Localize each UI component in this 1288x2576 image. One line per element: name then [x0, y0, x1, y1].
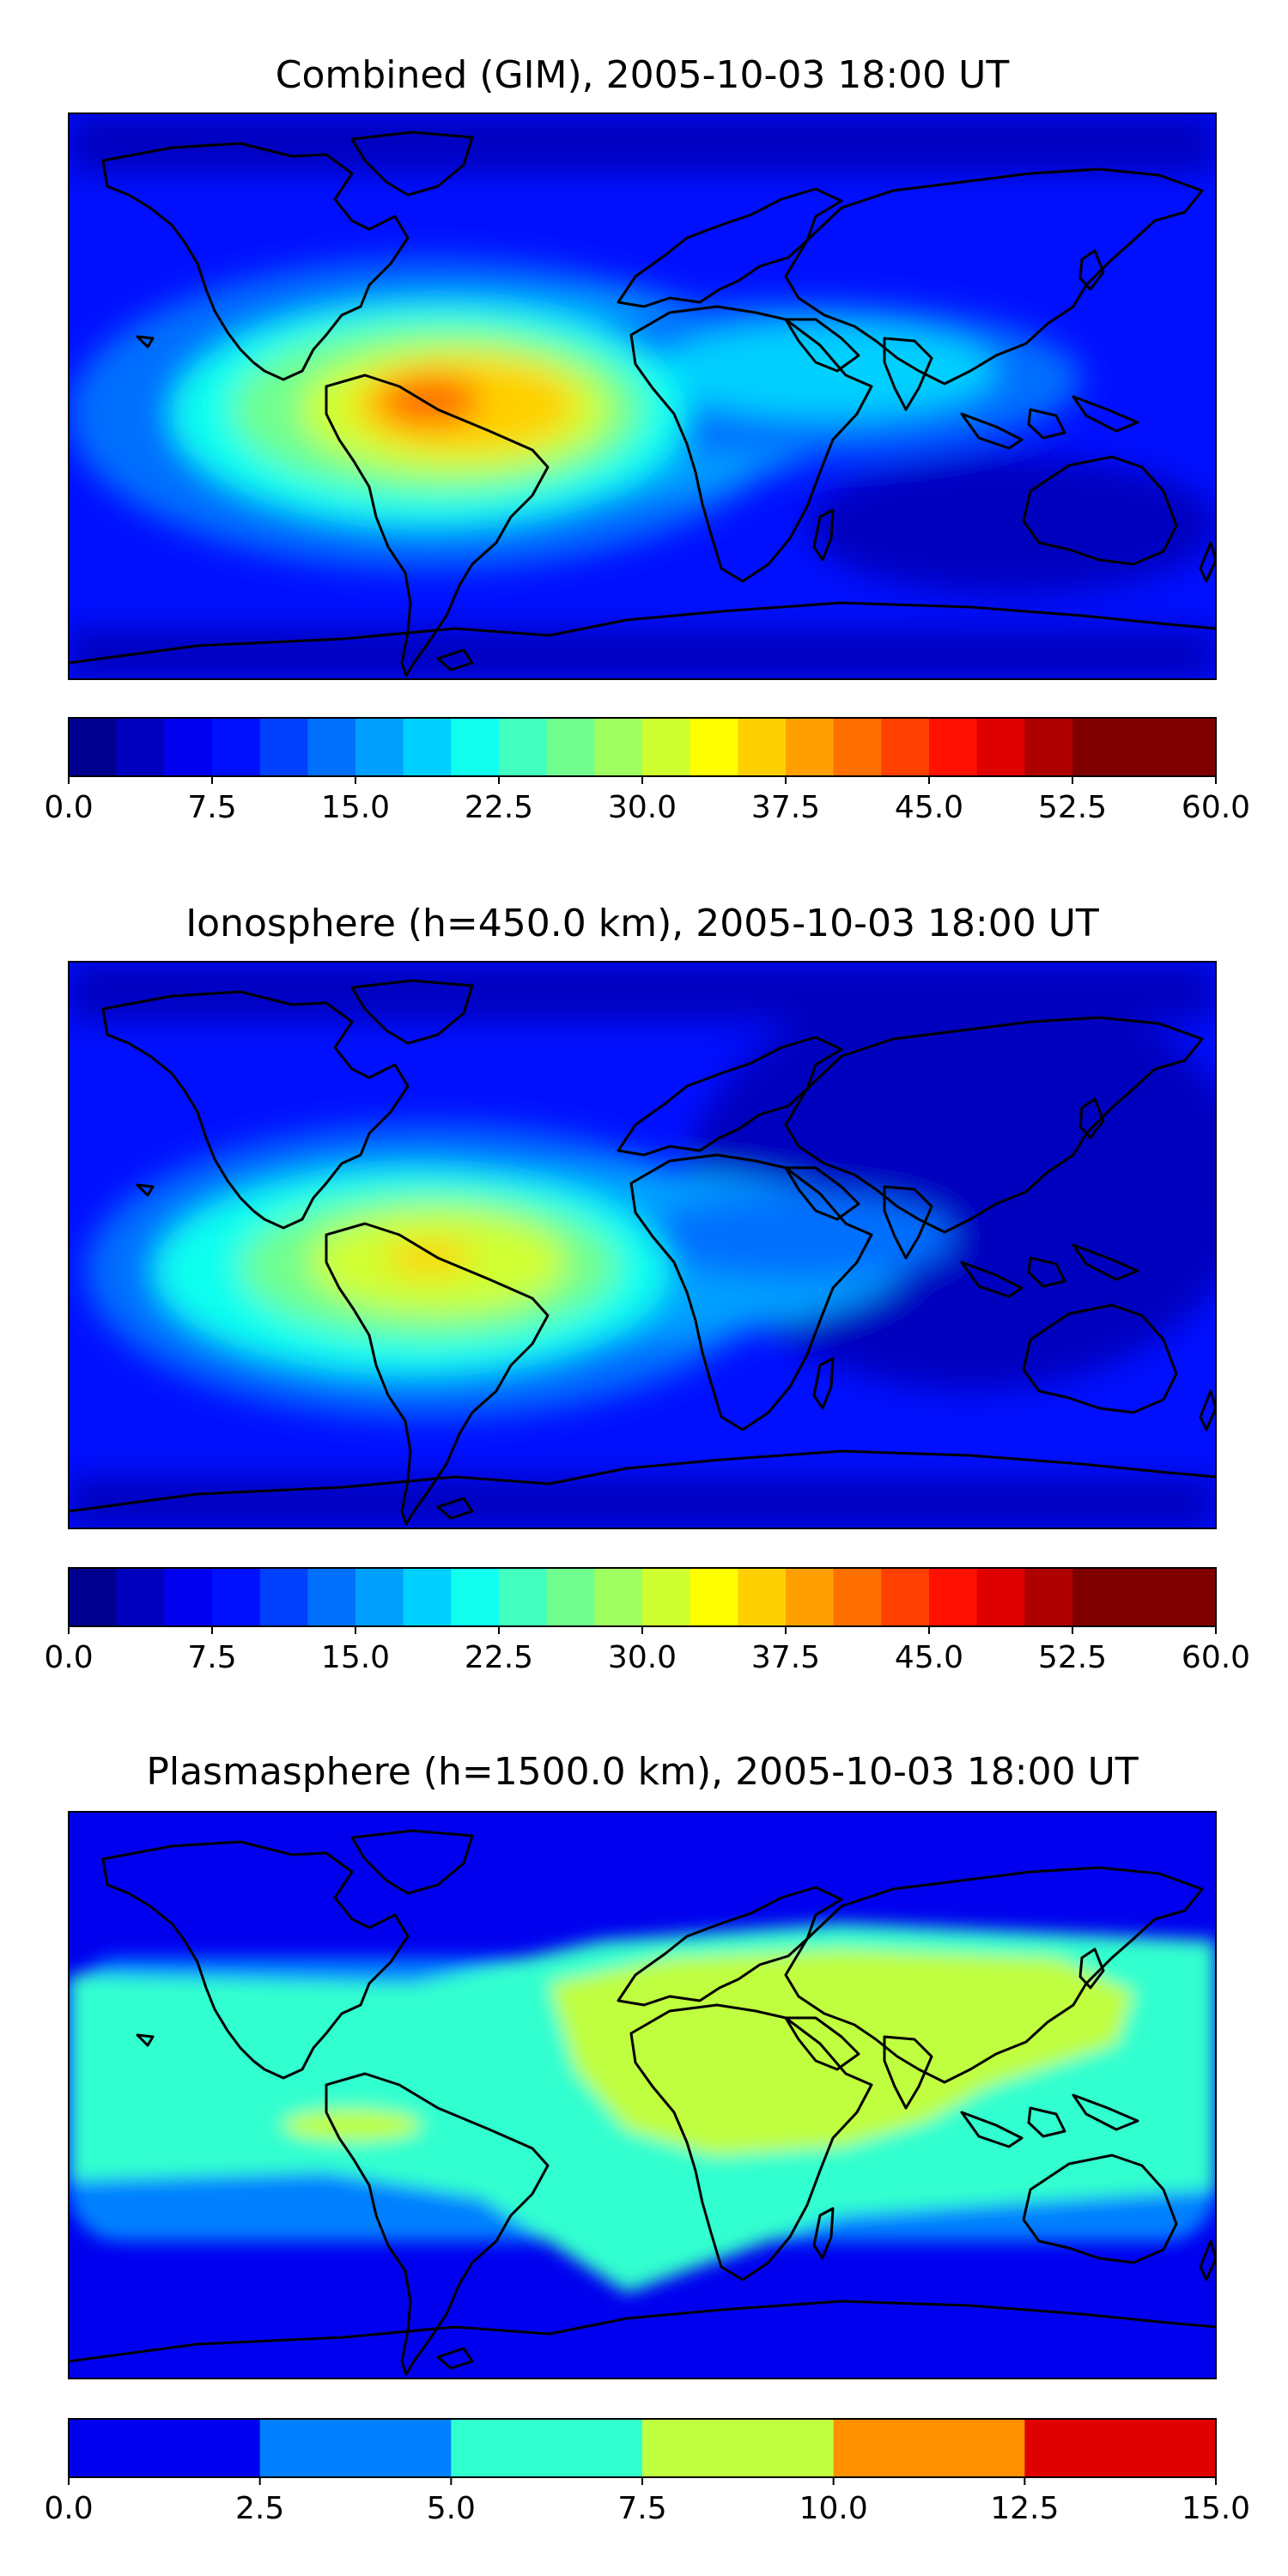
colorbar-tick-label: 15.0: [321, 790, 390, 825]
colorbar-segment: [642, 718, 691, 776]
panel-combined: Combined (GIM), 2005-10-03 18:00 UT: [44, 53, 1250, 825]
colorbar-segment: [833, 718, 882, 776]
colorbar-tick-label: 5.0: [427, 2491, 476, 2526]
colorbar-segment: [1168, 1568, 1217, 1626]
colorbar-segment: [690, 718, 738, 776]
colorbar-segment: [690, 1568, 738, 1626]
colorbar-segment: [738, 1568, 787, 1626]
colorbar-segment: [786, 1568, 835, 1626]
colorbar-segment: [116, 718, 165, 776]
colorbar-segment: [451, 2419, 643, 2477]
colorbar-tick-label: 10.0: [799, 2491, 868, 2526]
colorbar-segment: [546, 1568, 595, 1626]
colorbar-tick-label: 0.0: [44, 2491, 93, 2526]
colorbar-segment: [929, 1568, 978, 1626]
colorbar-segment: [929, 718, 978, 776]
colorbar: 0.0 7.5 15.0 22.5 30.0 37.5 45.0 52.5 60.0: [44, 717, 1250, 825]
colorbar-tick-label: 60.0: [1182, 790, 1250, 825]
colorbar-tick-label: 37.5: [751, 790, 820, 825]
chart-title: Combined (GIM), 2005-10-03 18:00 UT: [276, 53, 1010, 97]
colorbar-segment: [1072, 1568, 1121, 1626]
colorbar-segment: [69, 1568, 118, 1626]
colorbar-segment: [451, 1568, 500, 1626]
colorbar-tick-label: 37.5: [751, 1640, 820, 1675]
colorbar-segment: [738, 718, 787, 776]
colorbar-segment: [116, 1568, 165, 1626]
colorbar-segment: [259, 718, 308, 776]
colorbar-segment: [1120, 718, 1169, 776]
panel-ionosphere: Ionosphere (h=450.0 km), 2005-10-03 18:0…: [44, 902, 1250, 1675]
colorbar-segment: [499, 1568, 548, 1626]
colorbar-tick-label: 60.0: [1182, 1640, 1250, 1675]
colorbar-segment: [164, 718, 213, 776]
colorbar-tick-label: 0.0: [44, 1640, 93, 1675]
colorbar-segment: [355, 718, 404, 776]
chart-title: Ionosphere (h=450.0 km), 2005-10-03 18:0…: [185, 902, 1099, 945]
colorbar-tick-label: 15.0: [1182, 2491, 1250, 2526]
colorbar-segment: [594, 718, 643, 776]
colorbar-segment: [355, 1568, 404, 1626]
colorbar-segment: [881, 718, 930, 776]
colorbar-tick-label: 7.5: [187, 790, 236, 825]
colorbar-tick-label: 7.5: [617, 2491, 666, 2526]
colorbar-segment: [976, 718, 1025, 776]
colorbar-segment: [259, 1568, 308, 1626]
colorbar-segment: [164, 1568, 213, 1626]
colorbar-segment: [833, 1568, 882, 1626]
colorbar-segment: [212, 718, 261, 776]
panel-plasmasphere: Plasmasphere (h=1500.0 km), 2005-10-03 1…: [44, 1750, 1250, 2526]
colorbar-tick-label: 30.0: [608, 790, 677, 825]
colorbar-tick-label: 52.5: [1038, 790, 1107, 825]
colorbar-tick-label: 52.5: [1038, 1640, 1107, 1675]
colorbar-segment: [1120, 1568, 1169, 1626]
colorbar-segment: [259, 2419, 452, 2477]
map-area: [69, 962, 1216, 1528]
colorbar-segment: [69, 718, 118, 776]
colorbar-segment: [212, 1568, 261, 1626]
colorbar-segment: [499, 718, 548, 776]
colorbar-segment: [976, 1568, 1025, 1626]
colorbar-segment: [1024, 2419, 1217, 2477]
chart-title: Plasmasphere (h=1500.0 km), 2005-10-03 1…: [146, 1750, 1138, 1794]
colorbar-segment: [642, 2419, 835, 2477]
colorbar-tick-label: 30.0: [608, 1640, 677, 1675]
colorbar-tick-label: 15.0: [321, 1640, 390, 1675]
colorbar-tick-label: 2.5: [235, 2491, 284, 2526]
colorbar-tick-label: 12.5: [990, 2491, 1059, 2526]
colorbar-segment: [307, 1568, 356, 1626]
colorbar-segment: [642, 1568, 691, 1626]
colorbar-segment: [1024, 1568, 1073, 1626]
colorbar-tick-label: 45.0: [895, 1640, 963, 1675]
colorbar-tick-label: 22.5: [465, 790, 533, 825]
colorbar-segment: [594, 1568, 643, 1626]
map-area: [69, 1812, 1216, 2379]
colorbar: 0.0 2.5 5.0 7.5 10.0 12.5 15.0: [44, 2418, 1250, 2526]
colorbar: 0.0 7.5 15.0 22.5 30.0 37.5 45.0 52.5 60.0: [44, 1567, 1250, 1675]
colorbar-segment: [546, 718, 595, 776]
colorbar-segment: [403, 718, 452, 776]
colorbar-segment: [307, 718, 356, 776]
colorbar-segment: [881, 1568, 930, 1626]
colorbar-segment: [1168, 718, 1217, 776]
colorbar-segment: [786, 718, 835, 776]
colorbar-segment: [451, 718, 500, 776]
colorbar-tick-label: 22.5: [465, 1640, 533, 1675]
colorbar-tick-label: 45.0: [895, 790, 963, 825]
colorbar-segment: [69, 2419, 261, 2477]
colorbar-segment: [833, 2419, 1025, 2477]
map-area: [69, 113, 1216, 679]
colorbar-tick-label: 7.5: [187, 1640, 236, 1675]
colorbar-segment: [403, 1568, 452, 1626]
colorbar-segment: [1072, 718, 1121, 776]
colorbar-segment: [1024, 718, 1073, 776]
colorbar-tick-label: 0.0: [44, 790, 93, 825]
